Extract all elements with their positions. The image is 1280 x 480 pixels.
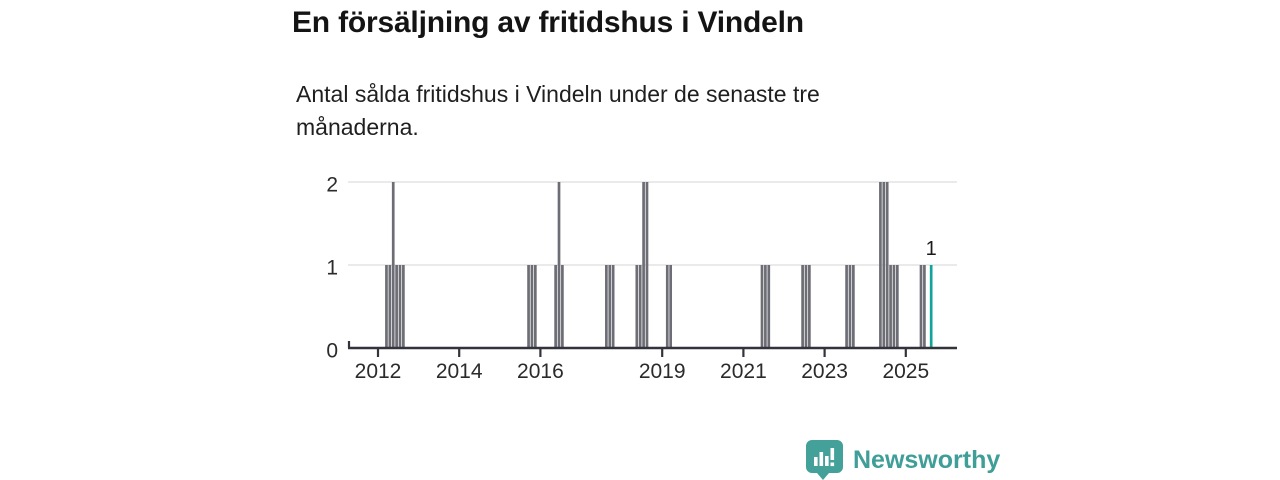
bar-2012-05	[391, 182, 395, 348]
bar-chart-svg: 0 1 2 1 2012 2014 2016 2019 2021 2023 2025	[326, 174, 957, 383]
bar-2022-08	[808, 265, 811, 348]
bar-2022-06	[801, 265, 804, 348]
bar-2017-08	[605, 265, 608, 348]
bar-2021-07	[764, 265, 767, 348]
bar-2016-05	[554, 265, 557, 348]
bar-2015-09	[527, 265, 530, 348]
bar-2018-05	[635, 265, 639, 348]
bar-2025-05	[919, 265, 923, 348]
bar-2025-08	[929, 265, 933, 348]
sales-bar-chart: 0 1 2 1 2012 2014 2016 2019 2021 2023 2025	[300, 165, 980, 395]
x-axis-label-2012: 2012	[355, 360, 402, 383]
brand-name: Newsworthy	[853, 445, 1001, 474]
bar-2024-10	[895, 265, 899, 348]
bar-2019-03	[669, 265, 673, 348]
x-axis-label-2023: 2023	[801, 360, 848, 383]
bar-2023-08	[848, 265, 852, 348]
newsworthy-logo: Newsworthy	[806, 440, 1000, 480]
y-axis-label-1: 1	[326, 257, 338, 280]
bar-2024-06	[882, 182, 886, 348]
bar-2016-07	[561, 265, 564, 348]
bar-2012-07	[398, 265, 402, 348]
bar-2012-03	[385, 265, 388, 348]
bar-2021-06	[760, 265, 764, 348]
bar-annotation-2025-08: 1	[926, 238, 937, 260]
bar-2017-10	[611, 265, 615, 348]
x-axis-label-2014: 2014	[436, 360, 483, 383]
bar-2018-06	[638, 265, 642, 348]
bar-2023-09	[852, 265, 855, 348]
y-axis-label-0: 0	[326, 340, 338, 363]
x-axis-label-2021: 2021	[720, 360, 767, 383]
bar-2016-06	[557, 182, 561, 348]
bar-2023-07	[845, 265, 848, 348]
bar-2017-09	[608, 265, 612, 348]
chart-subtitle: Antal sålda fritidshus i Vindeln under d…	[296, 81, 820, 141]
x-axis-label-2016: 2016	[517, 360, 564, 383]
page-title: En försäljning av fritidshus i Vindeln	[292, 6, 804, 39]
bar-2012-08	[402, 265, 405, 348]
bar-2024-08	[889, 265, 892, 348]
bar-2022-07	[804, 265, 808, 348]
x-axis-label-2019: 2019	[639, 360, 686, 383]
bar-2021-08	[767, 265, 771, 348]
bar-2015-10	[530, 265, 534, 348]
bar-chart-speech-bubble-icon	[806, 440, 843, 480]
bar-2024-07	[885, 182, 889, 348]
bar-2012-04	[388, 265, 392, 348]
y-axis-label-2: 2	[326, 174, 338, 197]
bar-2024-05	[879, 182, 882, 348]
bar-2019-02	[665, 265, 669, 348]
bar-2018-07	[642, 182, 645, 348]
bar-2025-06	[923, 265, 926, 348]
bar-2018-08	[645, 182, 649, 348]
bar-2024-09	[892, 265, 896, 348]
bar-2015-11	[533, 265, 537, 348]
x-axis-label-2025: 2025	[882, 360, 929, 383]
bar-2012-06	[395, 265, 398, 348]
